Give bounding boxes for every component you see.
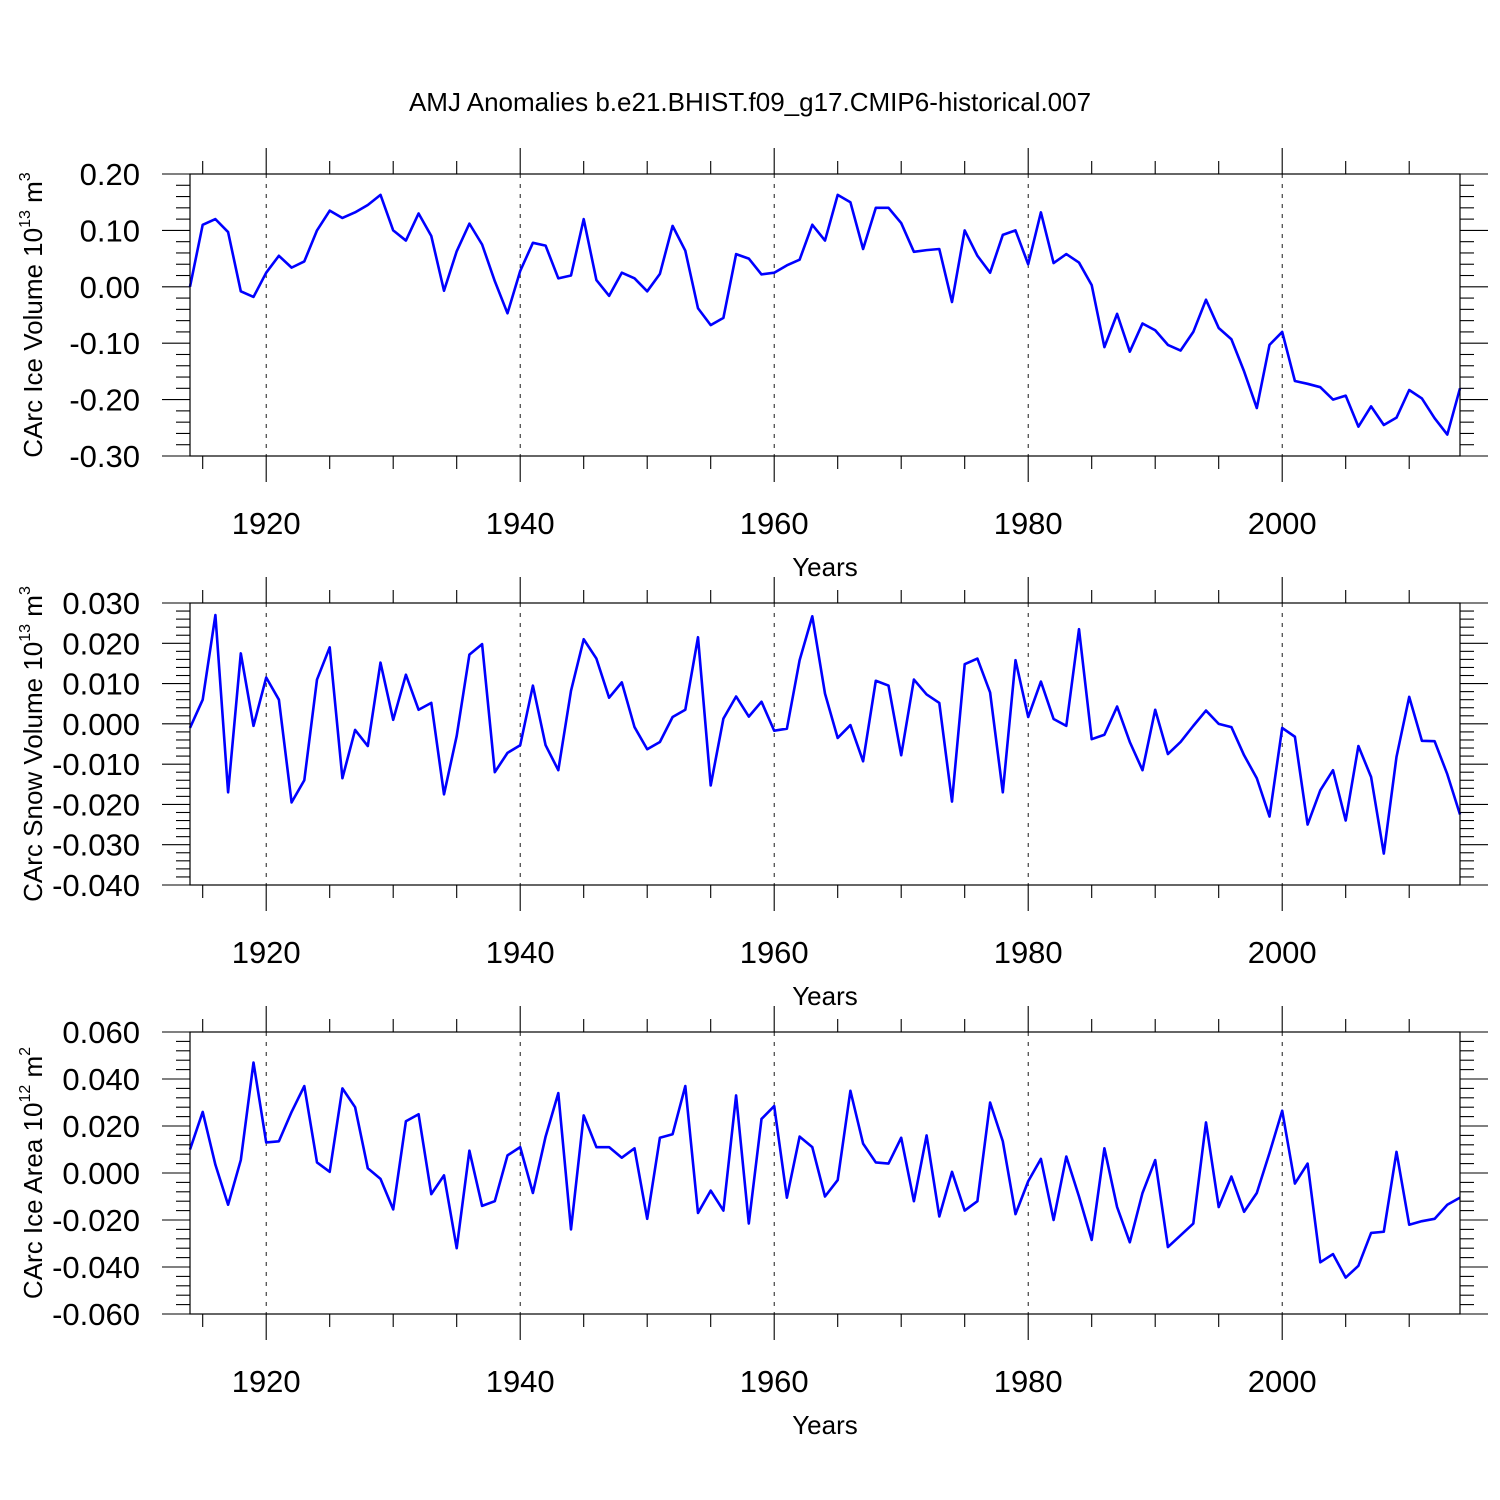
x-tick-label: 1960 — [740, 506, 809, 541]
panel-ice-volume: 0.20 0.10 0.00 -0.10 -0.20 -0.30 1920 1940 1960 1… — [17, 148, 1488, 582]
y-tick-label: -0.030 — [52, 828, 140, 863]
panel-snow-volume: 0.030 0.020 0.010 0.000 -0.010 -0.020 -0.030 -0… — [17, 577, 1488, 1011]
y-tick-label: -0.040 — [52, 1250, 140, 1285]
x-axis-label: Years — [792, 552, 858, 582]
y-tick-label: 0.010 — [62, 667, 140, 702]
y-axis-label: CArc Snow Volume 1013 m3 — [17, 586, 48, 902]
y-tick-label: 0.020 — [62, 626, 140, 661]
x-axis-label: Years — [792, 1410, 858, 1440]
chart-title: AMJ Anomalies b.e21.BHIST.f09_g17.CMIP6-… — [409, 87, 1091, 117]
y-tick-label: 0.030 — [62, 586, 140, 621]
y-tick-label: -0.020 — [52, 787, 140, 822]
x-tick-label: 1980 — [994, 506, 1063, 541]
y-axis-label: CArc Ice Area 1012 m2 — [17, 1047, 48, 1299]
x-tick-label: 1920 — [232, 506, 301, 541]
y-tick-label: -0.010 — [52, 747, 140, 782]
x-tick-label: 1940 — [486, 935, 555, 970]
y-tick-label: 0.000 — [62, 1156, 140, 1191]
y-tick-label: 0.020 — [62, 1109, 140, 1144]
y-tick-label: 0.00 — [80, 270, 140, 305]
series-line — [188, 1061, 1461, 1279]
x-tick-label: 1920 — [232, 1364, 301, 1399]
x-tick-label: 1960 — [740, 1364, 809, 1399]
x-tick-label: 2000 — [1248, 506, 1317, 541]
plot-frame — [189, 602, 1461, 886]
x-tick-label: 1940 — [486, 506, 555, 541]
y-tick-label: -0.020 — [52, 1203, 140, 1238]
y-tick-label: 0.20 — [80, 157, 140, 192]
y-tick-label: -0.10 — [69, 326, 140, 361]
x-tick-label: 1980 — [994, 935, 1063, 970]
series-line — [188, 613, 1462, 855]
y-axis-label: CArc Ice Volume 1013 m3 — [17, 172, 48, 457]
y-tick-label: 0.10 — [80, 213, 140, 248]
y-tick-label: 0.060 — [62, 1015, 140, 1050]
y-tick-label: -0.040 — [52, 868, 140, 903]
y-tick-label: -0.20 — [69, 383, 140, 418]
x-tick-label: 1940 — [486, 1364, 555, 1399]
x-tick-label: 2000 — [1248, 935, 1317, 970]
x-tick-label: 1960 — [740, 935, 809, 970]
y-tick-label: -0.30 — [69, 439, 140, 474]
panel-ice-area: 0.060 0.040 0.020 0.000 -0.020 -0.040 -0.060 19… — [17, 1006, 1488, 1440]
y-tick-label: -0.060 — [52, 1297, 140, 1332]
plot-frame — [189, 1031, 1461, 1315]
plot-frame — [189, 173, 1461, 457]
series-line — [188, 193, 1462, 436]
x-tick-label: 1980 — [994, 1364, 1063, 1399]
y-tick-label: 0.040 — [62, 1062, 140, 1097]
y-tick-label: 0.000 — [62, 707, 140, 742]
x-tick-label: 2000 — [1248, 1364, 1317, 1399]
x-tick-label: 1920 — [232, 935, 301, 970]
x-axis-label: Years — [792, 981, 858, 1011]
